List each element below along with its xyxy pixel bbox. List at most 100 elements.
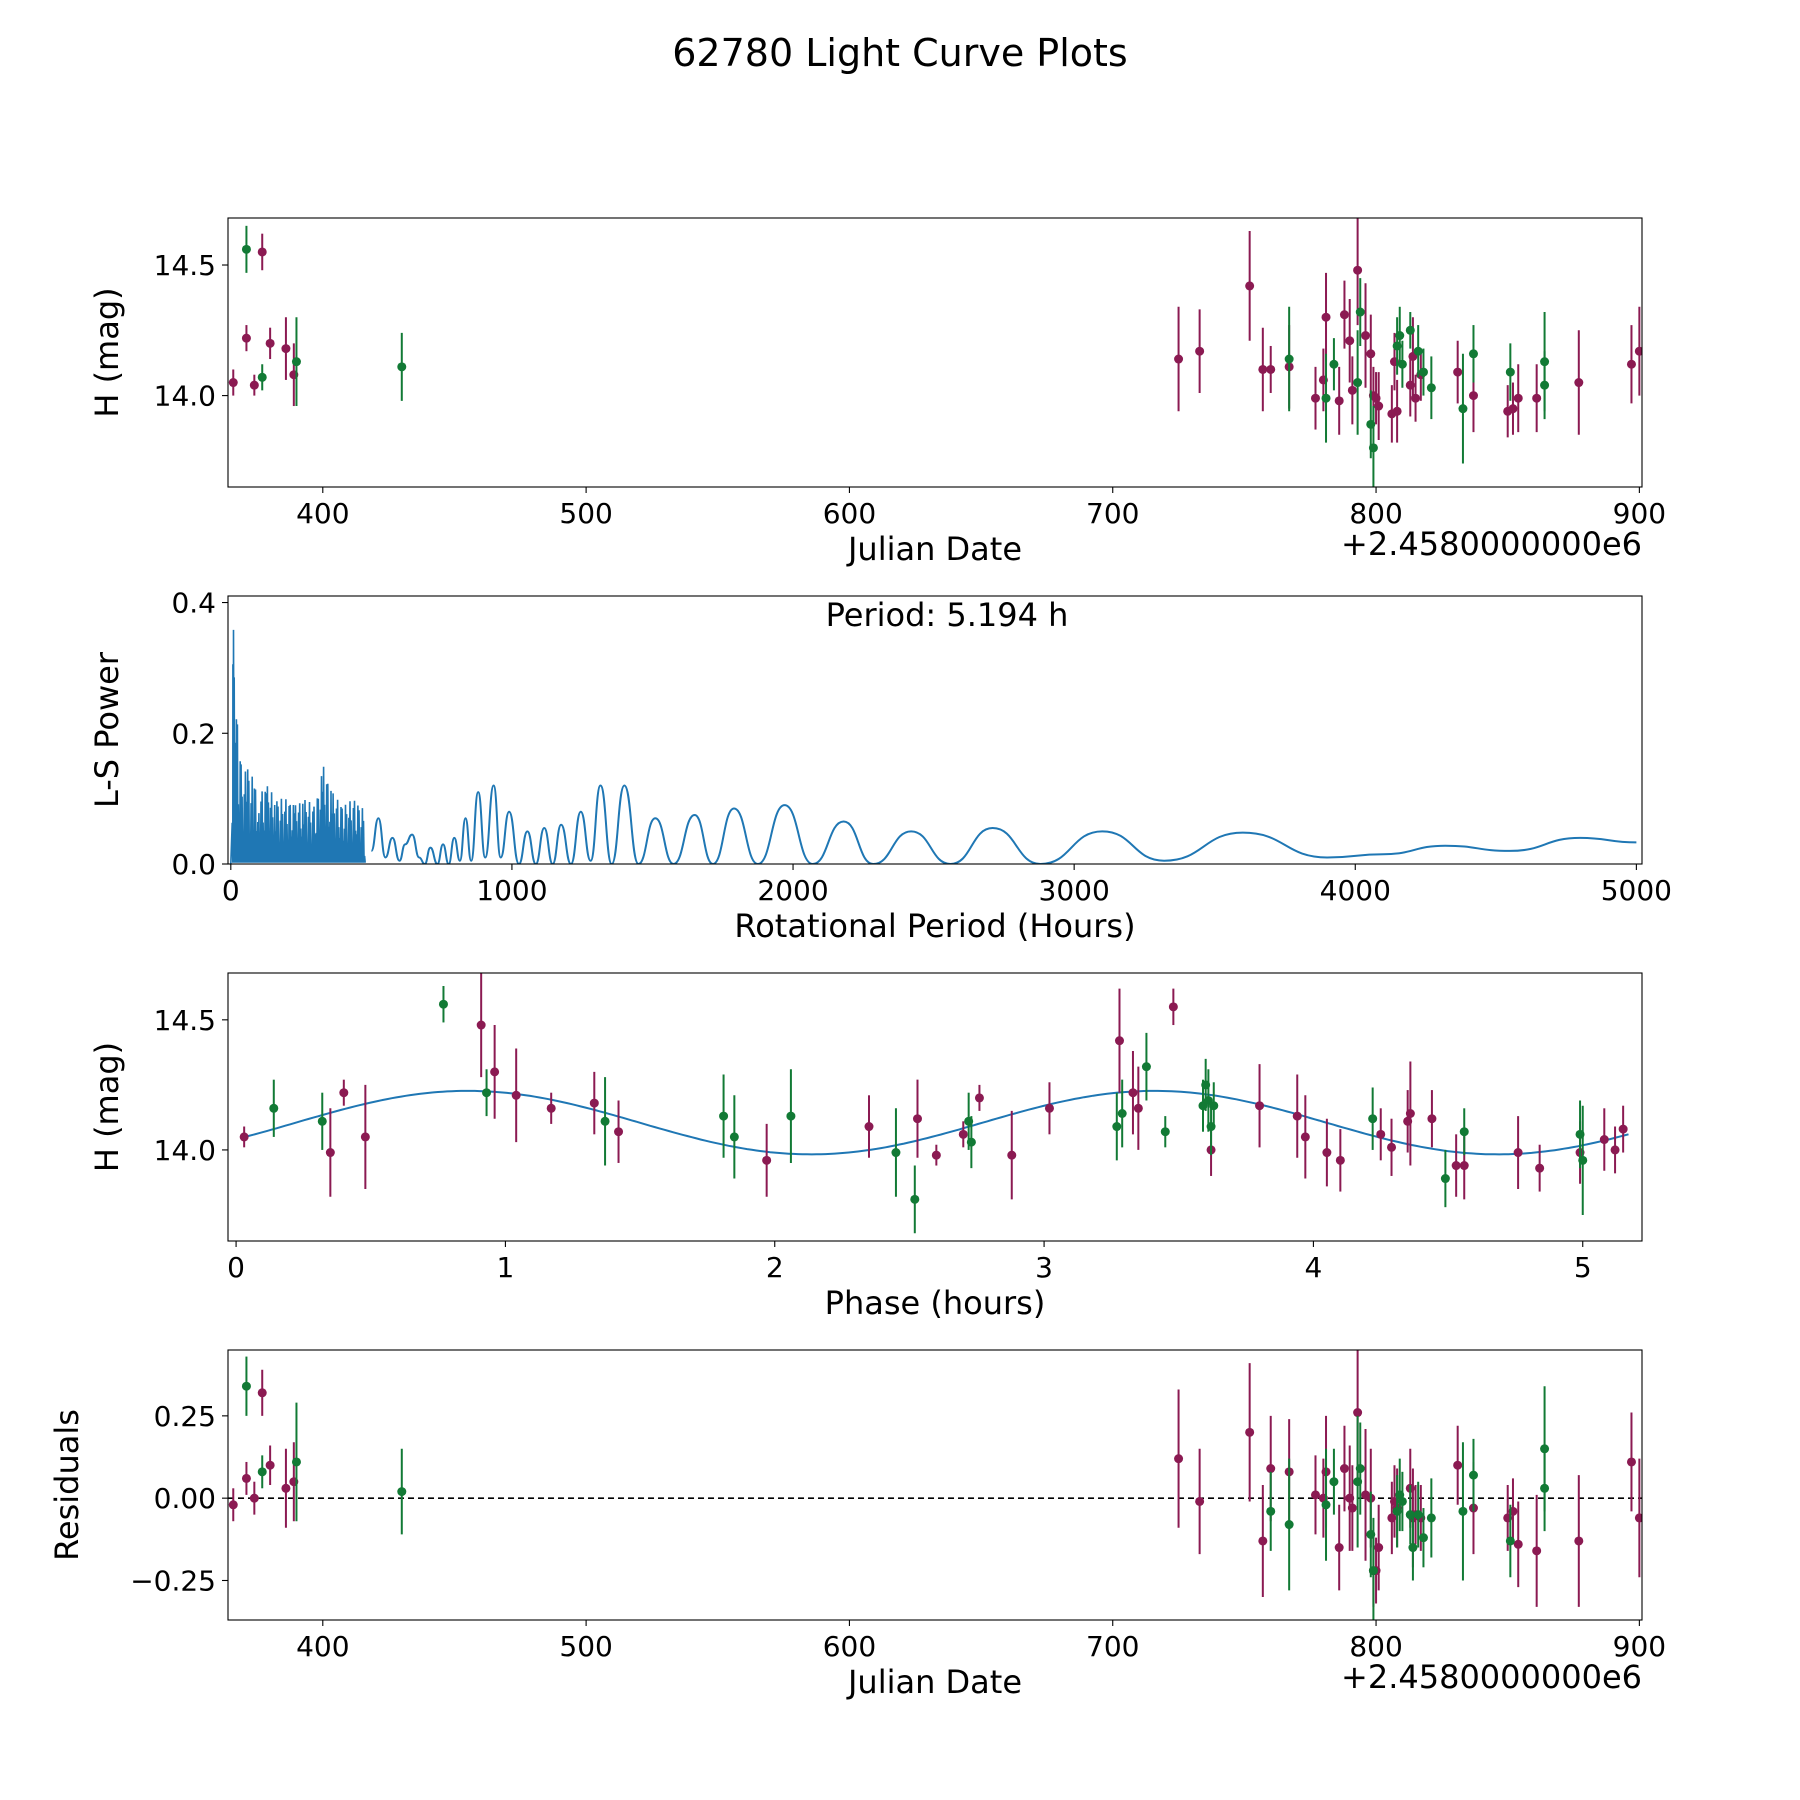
x-tick-label: 600 (823, 1630, 876, 1663)
g-band-point (1440, 1174, 1450, 1184)
r-band-point (931, 1150, 941, 1160)
r-band-point (546, 1103, 556, 1113)
x-tick-label: 2000 (757, 874, 828, 907)
r-band-point (1532, 393, 1542, 403)
x-tick-label: 3 (1035, 1251, 1053, 1284)
r-band-point (1128, 1088, 1138, 1098)
g-band-point (966, 1137, 976, 1147)
phased-panel: 0 1 2 3 4 5 14.0 14.5 Phase (hours) H (mag) (88, 972, 1643, 1322)
g-band-point (1321, 393, 1331, 403)
r-band-point (511, 1090, 521, 1100)
g-band-point (397, 362, 407, 372)
r-band-point (1453, 1460, 1463, 1470)
g-band-point (1141, 1062, 1151, 1072)
g-band-point (1368, 1566, 1378, 1576)
g-band-point (1395, 331, 1405, 341)
x-tick-label: 0 (222, 874, 240, 907)
r-band-point (1626, 1457, 1636, 1467)
r-band-point (1334, 1543, 1344, 1553)
g-band-point (1266, 1506, 1276, 1516)
x-tick-label: 600 (823, 497, 876, 530)
phased-axes-frame (227, 972, 1643, 1242)
g-band-point (1284, 1520, 1294, 1530)
g-band-point (1413, 1510, 1423, 1520)
r-band-point (1292, 1111, 1302, 1121)
r-band-point (360, 1132, 370, 1142)
g-band-point (1426, 1513, 1436, 1523)
g-band-point (719, 1111, 729, 1121)
r-band-point (1459, 1161, 1469, 1171)
r-band-point (1453, 367, 1463, 377)
g-band-point (1426, 383, 1436, 393)
r-band-point (1634, 1513, 1642, 1523)
figure-title: 62780 Light Curve Plots (672, 31, 1127, 75)
y-axis-label: L-S Power (88, 651, 126, 808)
r-band-point (1345, 336, 1355, 346)
r-band-point (1174, 1454, 1184, 1464)
g-band-point (241, 244, 251, 254)
x-axis-label: Phase (hours) (825, 1284, 1046, 1322)
x-tick-label: 5 (1574, 1251, 1592, 1284)
g-band-point (1468, 1470, 1478, 1480)
r-band-point (1610, 1145, 1620, 1155)
x-tick-label: 900 (1613, 1630, 1666, 1663)
r-band-point (1133, 1103, 1143, 1113)
r-band-point (1174, 354, 1184, 364)
r-band-point (912, 1114, 922, 1124)
g-band-point (257, 372, 267, 382)
r-band-point (1508, 404, 1518, 414)
x-tick-label: 3000 (1039, 874, 1110, 907)
r-band-point (1300, 1132, 1310, 1142)
y-tick-label: 0.25 (154, 1400, 216, 1433)
period-annotation: Period: 5.194 h (826, 596, 1069, 634)
x-tick-label: 800 (1349, 1630, 1402, 1663)
r-band-point (1374, 401, 1384, 411)
x-tick-label: 0 (227, 1251, 245, 1284)
r-band-point (1114, 1036, 1124, 1046)
r-band-point (1258, 1536, 1268, 1546)
x-offset-label: +2.4580000000e6 (1341, 1658, 1642, 1696)
r-band-point (1387, 1142, 1397, 1152)
r-band-point (1044, 1103, 1054, 1113)
r-band-point (1513, 1539, 1523, 1549)
r-band-point (1245, 1427, 1255, 1437)
r-band-point (958, 1129, 968, 1139)
g-band-point (397, 1487, 407, 1497)
g-band-point (1209, 1101, 1219, 1111)
x-tick-label: 900 (1613, 497, 1666, 530)
y-axis-label: H (mag) (88, 1042, 126, 1172)
x-tick-label: 800 (1349, 497, 1402, 530)
y-tick-label: 14.5 (154, 1004, 216, 1037)
g-band-point (786, 1111, 796, 1121)
r-band-point (1405, 1109, 1415, 1119)
r-band-point (1353, 1408, 1363, 1418)
r-band-point (1513, 393, 1523, 403)
x-tick-label: 1 (496, 1251, 514, 1284)
g-band-point (1540, 357, 1550, 367)
x-tick-label: 500 (559, 497, 612, 530)
g-band-point (291, 357, 301, 367)
r-band-point (241, 333, 251, 343)
residuals-axes-frame (227, 1349, 1643, 1621)
model-fit-curve (243, 1089, 1629, 1156)
g-band-point (891, 1148, 901, 1158)
phased-data (239, 973, 1629, 1234)
g-band-point (1505, 367, 1515, 377)
r-band-point (1321, 312, 1331, 322)
g-band-point (1397, 359, 1407, 369)
r-band-point (974, 1093, 984, 1103)
r-band-point (1392, 406, 1402, 416)
r-band-point (1374, 1543, 1384, 1553)
r-band-point (1361, 331, 1371, 341)
r-band-point (1195, 1496, 1205, 1506)
lightcurve-axes-frame (227, 217, 1643, 488)
g-band-point (1355, 1464, 1365, 1474)
r-band-point (1376, 1129, 1386, 1139)
x-tick-label: 500 (559, 1630, 612, 1663)
r-band-point (228, 378, 238, 388)
g-band-point (1112, 1122, 1122, 1132)
r-band-point (1618, 1124, 1628, 1134)
g-band-point (600, 1116, 610, 1126)
g-band-point (1458, 1506, 1468, 1516)
